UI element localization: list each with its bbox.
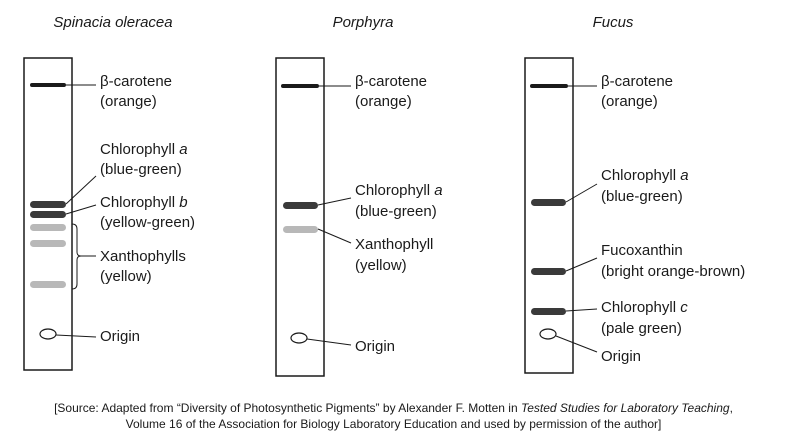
- leader-line: [565, 308, 598, 312]
- strip-porphyra: Porphyra β-carotene (orange) Chlorophyll…: [275, 14, 443, 377]
- paper-strip: [275, 57, 325, 377]
- label-chlorophyll-a-color: (blue-green): [355, 203, 437, 220]
- band-xanthophyll: [283, 226, 318, 233]
- label-origin: Origin: [100, 328, 140, 345]
- leader-line: [65, 175, 97, 205]
- band-beta-carotene: [281, 84, 319, 88]
- band-chlorophyll-a: [283, 202, 318, 209]
- label-chlorophyll-a: Chlorophyll a: [355, 182, 443, 199]
- label-chlorophyll-c: Chlorophyll c: [601, 299, 688, 316]
- leader-line: [565, 257, 598, 272]
- label-chlorophyll-a: Chlorophyll a: [601, 167, 689, 184]
- source-line-2: Volume 16 of the Association for Biology…: [125, 417, 662, 431]
- xanthophyll-bracket: [71, 223, 82, 290]
- band-chlorophyll-a: [531, 199, 566, 206]
- band-beta-carotene: [30, 83, 66, 87]
- strip-spinacia: Spinacia oleracea β-carotene (orange) Ch…: [23, 14, 195, 371]
- label-origin: Origin: [355, 338, 395, 355]
- strip-title: Porphyra: [333, 14, 394, 31]
- chromatography-diagram: Spinacia oleracea β-carotene (orange) Ch…: [23, 14, 745, 377]
- label-beta-carotene-color: (orange): [100, 93, 157, 110]
- source-text: ,: [729, 401, 733, 415]
- source-line-1: [Source: Adapted from “Diversity of Phot…: [0, 400, 787, 416]
- band-xanthophyll: [30, 281, 66, 288]
- paper-strip: [23, 57, 73, 371]
- band-chlorophyll-a: [30, 201, 66, 208]
- label-xanthophyll: Xanthophyll: [355, 236, 433, 253]
- origin-spot: [39, 328, 57, 340]
- label-fucoxanthin: Fucoxanthin: [601, 242, 683, 259]
- band-chlorophyll-c: [531, 308, 566, 315]
- label-origin: Origin: [601, 348, 641, 365]
- band-chlorophyll-b: [30, 211, 66, 218]
- leader-line: [565, 183, 598, 203]
- label-xanthophyll-color: (yellow): [355, 257, 407, 274]
- leader-line: [317, 197, 352, 206]
- leader-line: [55, 334, 97, 338]
- leader-line: [317, 228, 352, 244]
- strip-title: Fucus: [593, 14, 634, 31]
- source-book-title: Tested Studies for Laboratory Teaching: [520, 401, 730, 415]
- label-beta-carotene: β-carotene: [355, 73, 427, 90]
- band-xanthophyll: [30, 240, 66, 247]
- label-beta-carotene-color: (orange): [355, 93, 412, 110]
- origin-spot: [290, 332, 308, 344]
- strip-fucus: Fucus β-carotene (orange) Chlorophyll a …: [524, 14, 745, 374]
- label-beta-carotene-color: (orange): [601, 93, 658, 110]
- label-chlorophyll-b: Chlorophyll b: [100, 194, 188, 211]
- source-text: [Source: Adapted from “Diversity of Phot…: [54, 401, 521, 415]
- label-beta-carotene: β-carotene: [100, 73, 172, 90]
- strip-title: Spinacia oleracea: [53, 14, 172, 31]
- label-xanthophylls-color: (yellow): [100, 268, 152, 285]
- leader-line: [65, 204, 97, 215]
- label-chlorophyll-a-color: (blue-green): [601, 188, 683, 205]
- leader-line: [306, 338, 352, 346]
- label-xanthophylls: Xanthophylls: [100, 248, 186, 265]
- label-chlorophyll-b-color: (yellow-green): [100, 214, 195, 231]
- label-beta-carotene: β-carotene: [601, 73, 673, 90]
- leader-line: [555, 335, 598, 353]
- label-chlorophyll-c-color: (pale green): [601, 320, 682, 337]
- label-fucoxanthin-color: (bright orange-brown): [601, 263, 745, 280]
- origin-spot: [539, 328, 557, 340]
- band-fucoxanthin: [531, 268, 566, 275]
- label-chlorophyll-a: Chlorophyll a: [100, 141, 188, 158]
- label-chlorophyll-a-color: (blue-green): [100, 161, 182, 178]
- band-xanthophyll: [30, 224, 66, 231]
- paper-strip: [524, 57, 574, 374]
- band-beta-carotene: [530, 84, 568, 88]
